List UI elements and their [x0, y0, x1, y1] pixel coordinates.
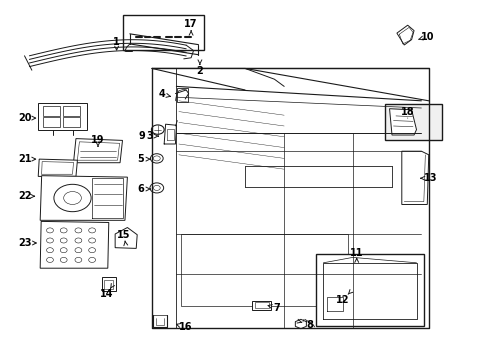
Bar — [63, 117, 80, 127]
Bar — [316, 254, 424, 326]
Bar — [181, 234, 348, 306]
Polygon shape — [390, 109, 416, 135]
Text: 10: 10 — [420, 32, 434, 42]
Polygon shape — [397, 25, 414, 45]
Text: 8: 8 — [306, 320, 313, 330]
Text: 2: 2 — [196, 66, 203, 76]
Text: 18: 18 — [401, 107, 415, 117]
Text: 17: 17 — [184, 19, 198, 30]
Bar — [102, 277, 116, 291]
Bar — [43, 117, 60, 127]
Bar — [63, 106, 80, 116]
Text: 20: 20 — [19, 113, 32, 123]
Bar — [385, 104, 442, 140]
Text: 23: 23 — [19, 238, 32, 248]
Polygon shape — [40, 221, 109, 268]
Text: 6: 6 — [138, 184, 145, 194]
Text: 12: 12 — [336, 294, 350, 305]
Bar — [255, 302, 269, 308]
Bar — [252, 301, 271, 310]
Text: 9: 9 — [139, 131, 146, 141]
Text: 21: 21 — [19, 154, 32, 164]
Polygon shape — [115, 228, 137, 248]
Text: 4: 4 — [158, 89, 165, 99]
Text: 16: 16 — [178, 322, 192, 332]
Text: 19: 19 — [91, 135, 105, 145]
Text: 13: 13 — [423, 173, 437, 183]
Text: 15: 15 — [117, 230, 131, 240]
Bar — [43, 106, 60, 116]
Polygon shape — [38, 103, 87, 130]
Text: 22: 22 — [19, 191, 32, 201]
Text: 14: 14 — [100, 289, 114, 299]
Polygon shape — [38, 159, 77, 176]
Polygon shape — [402, 151, 429, 204]
Bar — [123, 15, 204, 50]
Text: 11: 11 — [350, 248, 364, 258]
Text: 5: 5 — [138, 154, 145, 164]
Text: 1: 1 — [113, 37, 120, 47]
Bar — [177, 88, 188, 102]
Text: 7: 7 — [273, 303, 280, 313]
Polygon shape — [74, 139, 122, 163]
Bar — [104, 280, 113, 289]
Text: 3: 3 — [146, 131, 153, 141]
Polygon shape — [40, 176, 127, 220]
